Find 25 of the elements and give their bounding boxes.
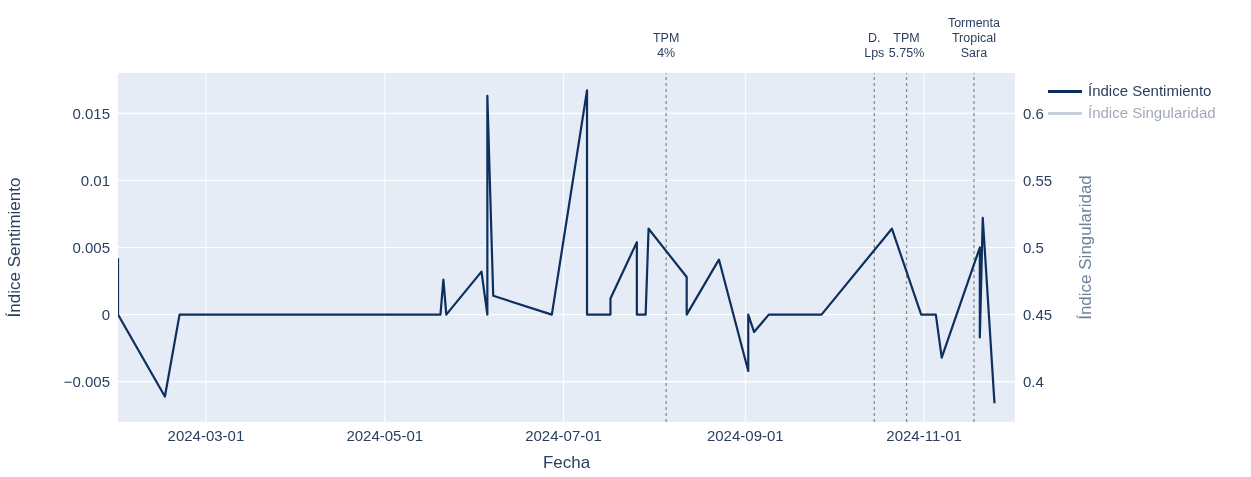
y-tick-label: 0.005 [72,238,110,256]
x-tick-label: 2024-05-01 [346,426,424,444]
y2-tick-label: 0.45 [1023,305,1053,323]
x-axis-title: Fecha [542,453,591,472]
y-tick-label: 0 [101,305,110,323]
y-tick-label: 0.015 [72,104,110,122]
legend-label: Índice Sentimiento [1088,81,1212,101]
y-axis-title: Índice Sentimiento [5,177,25,318]
y2-tick-label: 0.6 [1023,104,1044,122]
ref-line-label: TPM 4% [652,31,680,60]
ref-line-label: Tormenta Tropical Sara [947,16,1001,60]
y-tick-label: −0.005 [63,373,110,391]
x-tick-label: 2024-07-01 [525,426,602,444]
y2-axis-title: Índice Singularidad [1076,175,1096,320]
y2-tick-label: 0.5 [1023,238,1044,256]
ref-line-label: TPM 5.75% [888,31,925,60]
legend-label: Índice Singularidad [1088,103,1216,123]
x-tick-label: 2024-09-01 [706,426,784,444]
line-series [118,89,996,405]
y2-tick-label: 0.4 [1023,373,1044,391]
x-tick-label: 2024-11-01 [886,426,962,444]
x-tick-label: 2024-03-01 [167,426,245,444]
ref-line-label: D. Lps [864,31,885,60]
y-tick-label: 0.01 [80,171,110,189]
y2-tick-label: 0.55 [1023,171,1053,189]
